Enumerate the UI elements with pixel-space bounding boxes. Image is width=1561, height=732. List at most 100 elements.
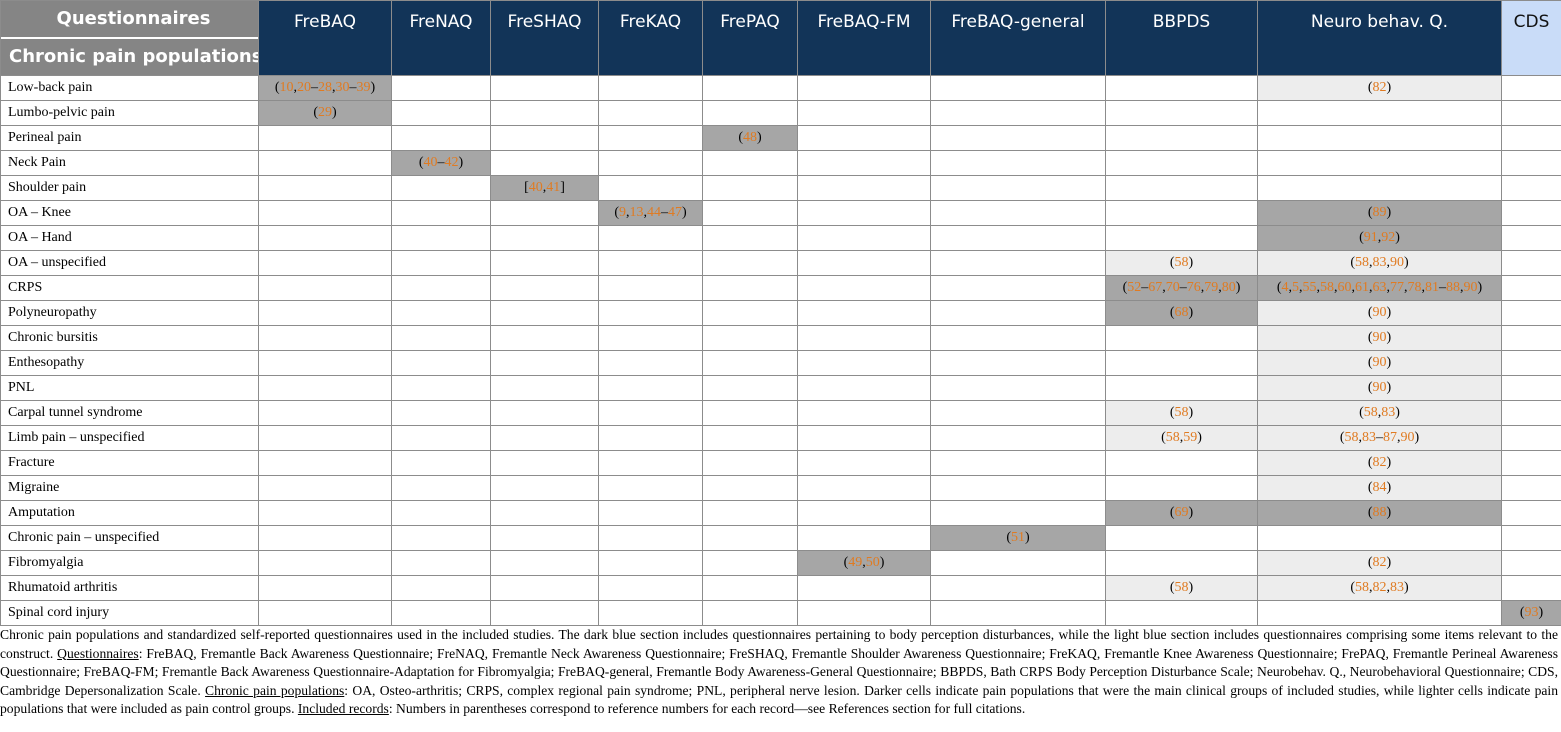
reference-number[interactable]: 58 [1355, 580, 1369, 595]
reference-number[interactable]: 87 [1383, 430, 1397, 445]
reference-number[interactable]: 80 [1221, 280, 1236, 295]
reference-cell: (58,83) [1257, 400, 1502, 426]
reference-number[interactable]: 40 [423, 155, 438, 170]
empty-cell [797, 500, 931, 526]
reference-number[interactable]: 90 [1372, 305, 1387, 320]
reference-number[interactable]: 61 [1355, 280, 1369, 295]
reference-number[interactable]: 88 [1372, 505, 1387, 520]
reference-separator: , [643, 205, 648, 220]
empty-cell [598, 475, 703, 501]
reference-number[interactable]: 9 [619, 205, 626, 220]
reference-number[interactable]: 50 [865, 555, 880, 570]
reference-number[interactable]: 88 [1446, 280, 1460, 295]
reference-number[interactable]: 29 [318, 105, 332, 120]
reference-separator: , [862, 555, 866, 570]
reference-separator: , [1377, 230, 1382, 245]
reference-cell: (58) [1105, 575, 1258, 601]
empty-cell [1105, 475, 1258, 501]
reference-number[interactable]: 60 [1337, 280, 1352, 295]
open-bracket: ( [1276, 280, 1282, 295]
reference-number[interactable]: 47 [668, 205, 682, 220]
reference-number[interactable]: 83 [1372, 255, 1387, 270]
open-bracket: ( [1367, 555, 1373, 570]
reference-number[interactable]: 90 [1372, 330, 1387, 345]
reference-number[interactable]: 90 [1463, 280, 1478, 295]
reference-number[interactable]: 5 [1292, 280, 1299, 295]
reference-number[interactable]: 13 [629, 205, 644, 220]
reference-number[interactable]: 67 [1148, 280, 1163, 295]
empty-cell [258, 350, 392, 376]
reference-number[interactable]: 92 [1381, 230, 1396, 245]
reference-number[interactable]: 58 [1165, 430, 1180, 445]
empty-cell [598, 125, 703, 151]
reference-number[interactable]: 58 [1174, 255, 1189, 270]
row-label: Amputation [0, 500, 259, 526]
reference-number[interactable]: 58 [1363, 405, 1378, 420]
reference-separator: , [1421, 280, 1426, 295]
reference-number[interactable]: 63 [1372, 280, 1387, 295]
reference-number[interactable]: 77 [1390, 280, 1404, 295]
reference-number[interactable]: 83 [1390, 580, 1404, 595]
reference-number[interactable]: 41 [546, 180, 561, 195]
empty-cell [490, 500, 599, 526]
reference-number[interactable]: 44 [647, 205, 661, 220]
reference-number[interactable]: 59 [1183, 430, 1198, 445]
reference-number[interactable]: 83 [1362, 430, 1376, 445]
reference-number[interactable]: 10 [279, 80, 294, 95]
reference-number[interactable]: 68 [1174, 305, 1189, 320]
reference-number[interactable]: 4 [1281, 280, 1289, 295]
reference-number[interactable]: 30 [335, 80, 350, 95]
reference-number[interactable]: 93 [1524, 605, 1539, 620]
reference-number[interactable]: 81 [1425, 280, 1439, 295]
reference-number[interactable]: 51 [1011, 530, 1025, 545]
table-row: OA – Knee (9,13,44–47) (89) [0, 200, 1561, 226]
empty-cell [1501, 550, 1561, 576]
table-row: Neck Pain (40–42) [0, 150, 1561, 176]
reference-number[interactable]: 90 [1372, 380, 1387, 395]
reference-number[interactable]: 82 [1372, 555, 1387, 570]
open-bracket: ( [418, 155, 424, 170]
reference-number[interactable]: 84 [1372, 480, 1387, 495]
empty-cell [258, 375, 392, 401]
reference-number[interactable]: 70 [1165, 280, 1180, 295]
reference-number[interactable]: 39 [356, 80, 371, 95]
reference-number[interactable]: 90 [1400, 430, 1415, 445]
reference-number[interactable]: 20 [297, 80, 311, 95]
reference-number[interactable]: 49 [848, 555, 863, 570]
reference-number[interactable]: 58 [1174, 580, 1189, 595]
empty-cell [1501, 425, 1561, 451]
reference-number[interactable]: 89 [1372, 205, 1387, 220]
reference-number[interactable]: 90 [1390, 255, 1404, 270]
reference-number[interactable]: 48 [743, 130, 757, 145]
reference-number[interactable]: 79 [1204, 280, 1219, 295]
empty-cell [702, 275, 798, 301]
reference-number[interactable]: 28 [318, 80, 332, 95]
empty-cell [702, 550, 798, 576]
reference-number[interactable]: 58 [1355, 255, 1369, 270]
reference-number[interactable]: 76 [1186, 280, 1201, 295]
reference-number[interactable]: 42 [444, 155, 459, 170]
reference-number[interactable]: 82 [1372, 80, 1387, 95]
reference-separator: , [1299, 280, 1303, 295]
empty-cell [1501, 275, 1561, 301]
reference-number[interactable]: 82 [1372, 455, 1387, 470]
empty-cell [258, 450, 392, 476]
reference-number[interactable]: 58 [1344, 430, 1359, 445]
reference-number[interactable]: 58 [1174, 405, 1189, 420]
reference-number[interactable]: 91 [1363, 230, 1378, 245]
reference-number[interactable]: 40 [528, 180, 543, 195]
empty-cell [258, 500, 392, 526]
reference-number[interactable]: 69 [1174, 505, 1189, 520]
empty-cell [797, 100, 931, 126]
reference-number[interactable]: 52 [1127, 280, 1142, 295]
reference-number[interactable]: 90 [1372, 355, 1387, 370]
reference-number[interactable]: 83 [1381, 405, 1396, 420]
empty-cell [598, 100, 703, 126]
reference-cell: (82) [1257, 450, 1502, 476]
reference-number[interactable]: 82 [1372, 580, 1387, 595]
reference-number[interactable]: 78 [1407, 280, 1422, 295]
reference-number[interactable]: 55 [1302, 280, 1317, 295]
reference-number[interactable]: 58 [1320, 280, 1334, 295]
reference-separator: , [332, 80, 336, 95]
empty-cell [258, 225, 392, 251]
